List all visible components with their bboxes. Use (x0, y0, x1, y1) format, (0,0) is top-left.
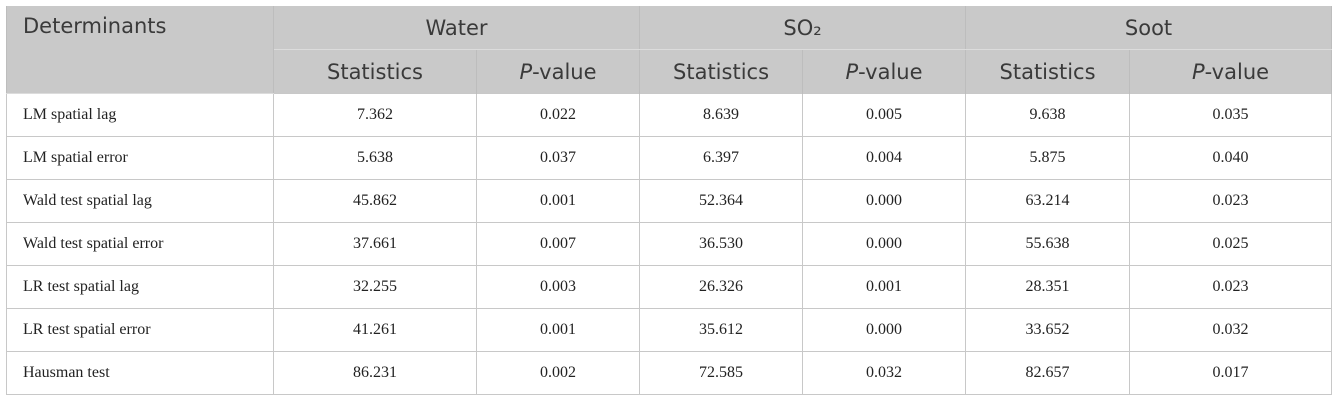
value-cell: 7.362 (273, 93, 477, 137)
value-cell: 41.261 (273, 308, 477, 352)
subheader-cell: P-value (475, 49, 641, 94)
value-cell: 0.004 (802, 136, 967, 180)
subheader-cell: P-value (802, 49, 967, 94)
value-cell: 35.612 (639, 308, 804, 352)
value-cell: 0.037 (475, 136, 641, 180)
value-cell: 36.530 (639, 222, 804, 266)
value-cell: 33.652 (965, 308, 1131, 352)
table-body: LM spatial lag 7.362 0.022 8.639 0.005 9.638 0… (6, 93, 1333, 395)
row-label: Wald test spatial lag (6, 179, 274, 223)
table-head: Determinants Water SO₂ Soot Statistics P-… (6, 6, 1333, 94)
table-container: Determinants Water SO₂ Soot Statistics P-… (6, 6, 1333, 395)
value-cell: 28.351 (965, 265, 1131, 309)
value-cell: 63.214 (965, 179, 1131, 223)
table-row: LR test spatial error 41.261 0.001 35.612 0.… (6, 308, 1333, 352)
value-cell: 55.638 (965, 222, 1131, 266)
value-cell: 0.035 (1129, 93, 1333, 137)
value-cell: 0.000 (802, 179, 967, 223)
value-cell: 0.023 (1129, 179, 1333, 223)
results-table: Determinants Water SO₂ Soot Statistics P-… (6, 6, 1333, 395)
value-cell: 0.025 (1129, 222, 1333, 266)
value-cell: 0.017 (1129, 351, 1333, 395)
value-cell: 0.002 (475, 351, 641, 395)
header-cell: SO₂ (639, 6, 967, 50)
value-cell: 0.007 (475, 222, 641, 266)
row-label: Hausman test (6, 351, 274, 395)
value-cell: 45.862 (273, 179, 477, 223)
row-label: LM spatial error (6, 136, 274, 180)
row-label: LR test spatial lag (6, 265, 274, 309)
table-row: LR test spatial lag 32.255 0.003 26.326 0.00… (6, 265, 1333, 309)
value-cell: 26.326 (639, 265, 804, 309)
subheader-row: Statistics P-value Statistics P-value Statis… (7, 49, 1333, 94)
value-cell: 32.255 (273, 265, 477, 309)
value-cell: 0.001 (802, 265, 967, 309)
value-cell: 0.000 (802, 308, 967, 352)
value-cell: 6.397 (639, 136, 804, 180)
row-label: LM spatial lag (6, 93, 274, 137)
value-cell: 0.000 (802, 222, 967, 266)
value-cell: 0.023 (1129, 265, 1333, 309)
value-cell: 5.638 (273, 136, 477, 180)
header-cell: Soot (965, 6, 1333, 50)
value-cell: 0.003 (475, 265, 641, 309)
table-row: Hausman test 86.231 0.002 72.585 0.032 82.657… (6, 351, 1333, 395)
value-cell: 8.639 (639, 93, 804, 137)
subheader-cell: Statistics (639, 49, 804, 94)
value-cell: 82.657 (965, 351, 1131, 395)
value-cell: 72.585 (639, 351, 804, 395)
value-cell: 37.661 (273, 222, 477, 266)
table-row: Wald test spatial error 37.661 0.007 36.530… (6, 222, 1333, 266)
table-row: LM spatial lag 7.362 0.022 8.639 0.005 9.638 0… (6, 93, 1333, 137)
value-cell: 9.638 (965, 93, 1131, 137)
row-label: LR test spatial error (6, 308, 274, 352)
value-cell: 0.001 (475, 179, 641, 223)
value-cell: 0.032 (802, 351, 967, 395)
value-cell: 52.364 (639, 179, 804, 223)
table-row: LM spatial error 5.638 0.037 6.397 0.004 5.87… (6, 136, 1333, 180)
value-cell: 5.875 (965, 136, 1131, 180)
row-label: Wald test spatial error (6, 222, 274, 266)
header-cell: Determinants (6, 6, 274, 94)
value-cell: 0.032 (1129, 308, 1333, 352)
value-cell: 0.022 (475, 93, 641, 137)
header-cell: Water (272, 6, 641, 50)
table-row: Wald test spatial lag 45.862 0.001 52.364 0.… (6, 179, 1333, 223)
subheader-cell: Statistics (965, 49, 1131, 94)
value-cell: 0.001 (475, 308, 641, 352)
value-cell: 0.005 (802, 93, 967, 137)
subheader-cell: Statistics (273, 49, 477, 94)
value-cell: 0.040 (1129, 136, 1333, 180)
header-row: Determinants Water SO₂ Soot (6, 6, 1333, 94)
subheader-cell: P-value (1129, 49, 1333, 94)
value-cell: 86.231 (273, 351, 477, 395)
